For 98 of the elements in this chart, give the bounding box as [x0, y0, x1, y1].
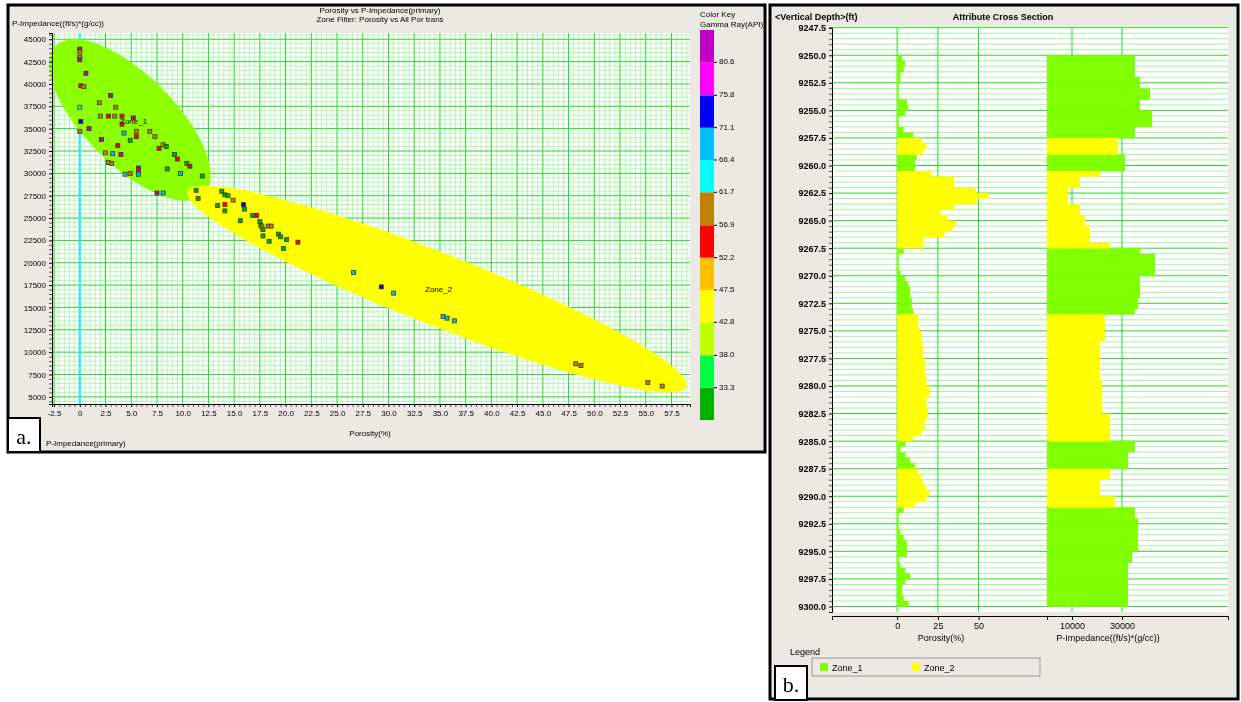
y-tick-label: 35000 — [23, 124, 47, 134]
color-bar-label: 66.4 — [719, 155, 736, 165]
y-tick-label: 32500 — [23, 147, 47, 157]
annotation: Zone_1 — [120, 117, 148, 126]
x-axis-title: Porosity(%) — [349, 429, 391, 438]
y-tick-label: 30000 — [23, 169, 47, 179]
x-tick-label: 15.0 — [226, 408, 243, 418]
y-tick-label: 25000 — [23, 214, 47, 224]
text: Color Key — [700, 10, 736, 19]
y-tick-label: 17500 — [23, 281, 47, 291]
x-tick-label: 10000 — [1059, 621, 1086, 632]
x-tick-label: 10.0 — [175, 408, 192, 418]
y-tick-label: 9292.5 — [798, 519, 826, 530]
color-bar-label: 61.7 — [719, 187, 736, 197]
y-tick-label: 9297.5 — [798, 574, 826, 585]
text: P-Impedance(primary) — [46, 439, 126, 448]
color-bar-label: 42.8 — [719, 317, 736, 327]
color-bar-title: Gamma Ray(API) — [700, 20, 764, 29]
chart-title: Attribute Cross Section — [952, 12, 1054, 22]
y-tick-label: 9285.0 — [798, 436, 826, 447]
y-tick-label: 9295.0 — [798, 546, 826, 557]
x-axis-title: P-Impedance((ft/s)*(g/cc)) — [1056, 633, 1160, 643]
x-tick-label: 5.0 — [126, 408, 138, 418]
y-tick-label: 20000 — [23, 258, 47, 268]
x-tick-label: 57.5 — [664, 408, 681, 418]
x-tick-label: 22.5 — [304, 408, 321, 418]
legend-title: Legend — [790, 647, 821, 657]
x-tick-label: 17.5 — [252, 408, 269, 418]
y-tick-label: 15000 — [23, 303, 47, 313]
x-tick-label: 2.5 — [100, 408, 113, 418]
x-tick-label: 42.5 — [509, 408, 526, 418]
chart-subtitle: Zone Filter: Porosity vs All Por trans — [316, 15, 444, 24]
color-bar-label: 52.2 — [719, 252, 736, 262]
y-tick-label: 12500 — [23, 325, 47, 335]
x-tick-label: 25.0 — [329, 408, 346, 418]
y-tick-label: 9267.5 — [798, 243, 826, 254]
y-tick-label: 7500 — [28, 370, 47, 380]
color-bar-label: 38.0 — [719, 350, 736, 360]
color-bar-label: 80.6 — [719, 57, 736, 67]
annotation: Zone_2 — [425, 285, 453, 294]
y-tick-label: 9287.5 — [798, 464, 826, 475]
x-tick-label: 7.5 — [151, 408, 164, 418]
y-tick-label: 9290.0 — [798, 491, 826, 502]
y-tick-label: 22500 — [23, 236, 47, 246]
text: a. — [16, 424, 32, 449]
x-axis-title: Porosity(%) — [917, 633, 965, 643]
y-tick-label: 10000 — [23, 348, 47, 358]
y-tick-label: 42500 — [23, 57, 47, 67]
y-tick-label: 5000 — [28, 392, 47, 402]
color-bar-label: 56.9 — [719, 220, 736, 230]
x-tick-label: 20.0 — [278, 408, 295, 418]
x-tick-label: 47.5 — [561, 408, 578, 418]
y-tick-label: 9270.0 — [798, 271, 826, 282]
chart-title: Porosity vs P-Impedance(primary) — [319, 6, 441, 15]
color-bar-label: 33.3 — [719, 382, 736, 392]
y-tick-label: 9260.0 — [798, 160, 826, 171]
y-tick-label: 9255.0 — [798, 105, 826, 116]
y-tick-label: 9280.0 — [798, 381, 826, 392]
x-tick-label: 30.0 — [381, 408, 398, 418]
y-tick-label: 9300.0 — [798, 601, 826, 612]
y-axis-title: P-Impedance((ft/s)*(g/cc)) — [12, 19, 105, 28]
y-tick-label: 9262.5 — [798, 188, 826, 199]
x-tick-label: 0 — [895, 621, 901, 632]
y-tick-label: 9250.0 — [798, 50, 826, 61]
x-tick-label: 27.5 — [355, 408, 372, 418]
y-tick-label: 9282.5 — [798, 408, 826, 419]
color-bar-label: 75.8 — [719, 90, 736, 100]
y-tick-label: 9275.0 — [798, 326, 826, 337]
y-tick-label: 9252.5 — [798, 78, 826, 89]
color-bar-label: 47.5 — [719, 285, 736, 295]
y-tick-label: 9265.0 — [798, 216, 826, 227]
y-tick-label: 9272.5 — [798, 298, 826, 309]
x-tick-label: 52.5 — [612, 408, 629, 418]
x-tick-label: -2.5 — [47, 408, 62, 418]
y-tick-label: 9247.5 — [798, 23, 826, 34]
x-tick-label: 35.0 — [432, 408, 449, 418]
y-tick-label: 27500 — [23, 191, 47, 201]
x-tick-label: 45.0 — [535, 408, 552, 418]
text: b. — [782, 672, 800, 697]
y-axis-title: <Vertical Depth>(ft) — [775, 12, 858, 22]
y-tick-label: 45000 — [23, 35, 47, 45]
y-tick-label: 37500 — [23, 102, 47, 112]
x-tick-label: 50.0 — [587, 408, 604, 418]
color-bar-label: 71.1 — [719, 122, 736, 132]
legend-label: Zone_2 — [924, 662, 955, 673]
x-tick-label: 32.5 — [406, 408, 424, 418]
x-tick-label: 55.0 — [638, 408, 655, 418]
x-tick-label: 0 — [78, 408, 84, 418]
y-tick-label: 40000 — [23, 80, 47, 90]
x-tick-label: 12.5 — [201, 408, 218, 418]
y-tick-label: 9257.5 — [798, 133, 826, 144]
x-tick-label: 50 — [974, 621, 985, 632]
x-tick-label: 40.0 — [484, 408, 501, 418]
x-tick-label: 25 — [933, 621, 944, 632]
legend-label: Zone_1 — [832, 662, 863, 673]
x-tick-label: 37.5 — [458, 408, 475, 418]
x-tick-label: 30000 — [1109, 621, 1136, 632]
y-tick-label: 9277.5 — [798, 353, 826, 364]
